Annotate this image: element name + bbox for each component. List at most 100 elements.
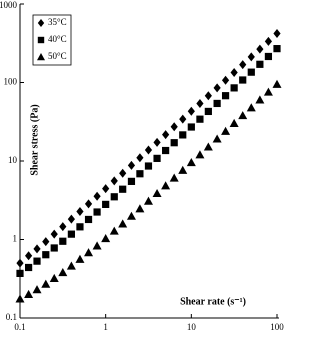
- data-point: [84, 215, 93, 224]
- data-point: [101, 233, 111, 243]
- data-point: [33, 244, 41, 254]
- data-point: [119, 185, 127, 193]
- data-point: [264, 52, 273, 61]
- data-point: [273, 45, 281, 53]
- data-point: [153, 154, 161, 162]
- data-point: [42, 237, 50, 247]
- data-point: [24, 263, 33, 272]
- data-point: [179, 131, 187, 139]
- data-point: [50, 229, 58, 239]
- data-point: [136, 153, 144, 163]
- data-point: [136, 170, 144, 178]
- data-point: [162, 146, 170, 155]
- data-point: [49, 273, 59, 282]
- data-point: [76, 207, 84, 217]
- data-point: [221, 75, 230, 85]
- data-point: [92, 241, 102, 250]
- data-point: [196, 115, 204, 123]
- data-point: [170, 122, 178, 132]
- data-point: [238, 111, 248, 120]
- data-point: [67, 230, 75, 238]
- data-point: [263, 87, 273, 96]
- data-point: [16, 258, 24, 268]
- data-point: [15, 294, 25, 303]
- data-point: [126, 211, 136, 220]
- data-point: [255, 95, 265, 104]
- data-point: [143, 196, 153, 205]
- data-point: [178, 165, 188, 174]
- chart: Shear stress (Pa) Shear rate (s⁻¹) 0.1 1 1…: [0, 0, 284, 332]
- data-point: [50, 244, 58, 252]
- data-point: [93, 191, 101, 201]
- data-point: [186, 157, 196, 167]
- legend-marker: [37, 19, 45, 27]
- data-point: [264, 36, 273, 46]
- legend-marker: [37, 53, 45, 61]
- data-point: [16, 269, 24, 277]
- data-point: [119, 168, 127, 178]
- x-axis-title: Shear rate (s⁻¹): [180, 296, 246, 307]
- data-point: [179, 114, 187, 124]
- legend-marker: [37, 36, 45, 44]
- data-point: [93, 208, 101, 216]
- y-tick-label: 100: [4, 77, 18, 87]
- y-tick-label: 10: [8, 155, 18, 165]
- data-point: [239, 76, 247, 84]
- data-point: [75, 254, 85, 263]
- data-point: [58, 267, 68, 277]
- legend-label: 40°C: [48, 34, 67, 44]
- data-point: [84, 199, 93, 209]
- data-point: [127, 177, 136, 185]
- data-point: [204, 91, 212, 101]
- data-point: [33, 257, 41, 265]
- data-point: [196, 98, 204, 108]
- data-point: [221, 92, 230, 100]
- data-point: [59, 222, 67, 232]
- data-point: [67, 214, 75, 224]
- data-point: [135, 204, 145, 213]
- data-point: [169, 173, 179, 182]
- y-tick-label: 1000: [0, 0, 18, 10]
- data-point: [24, 251, 33, 261]
- y-axis-title: Shear stress (Pa): [29, 104, 40, 175]
- data-point: [230, 84, 238, 92]
- legend-label: 50°C: [48, 51, 67, 61]
- x-tick-label: 100: [270, 322, 284, 332]
- data-point: [239, 60, 247, 70]
- y-tick-label: 0.1: [6, 312, 17, 322]
- data-point: [41, 279, 51, 288]
- data-point: [66, 261, 76, 270]
- data-point: [162, 130, 170, 140]
- data-point: [24, 289, 34, 298]
- data-point: [127, 160, 136, 170]
- y-tick-label: 1: [13, 234, 18, 244]
- data-point: [247, 68, 255, 76]
- data-point: [59, 237, 67, 245]
- data-point: [152, 188, 162, 198]
- data-point: [42, 251, 50, 259]
- data-point: [109, 226, 119, 235]
- data-point: [153, 137, 161, 147]
- data-point: [229, 118, 239, 128]
- data-point: [212, 134, 222, 143]
- data-point: [247, 52, 255, 62]
- legend-label: 35°C: [48, 17, 67, 27]
- data-point: [246, 103, 256, 112]
- data-point: [187, 123, 195, 131]
- x-tick-label: 10: [187, 322, 197, 332]
- data-point: [144, 162, 153, 170]
- data-point: [203, 142, 213, 151]
- data-point: [32, 285, 42, 294]
- data-point: [273, 29, 281, 39]
- data-point: [230, 67, 238, 77]
- data-point: [221, 126, 231, 135]
- data-point: [76, 223, 84, 231]
- data-point: [102, 184, 110, 194]
- x-tick-label: 0.1: [14, 322, 25, 332]
- x-tick-label: 1: [103, 322, 108, 332]
- data-point: [110, 176, 118, 186]
- data-point: [272, 79, 282, 88]
- data-point: [213, 99, 221, 108]
- data-point: [84, 248, 94, 257]
- data-point: [161, 181, 171, 190]
